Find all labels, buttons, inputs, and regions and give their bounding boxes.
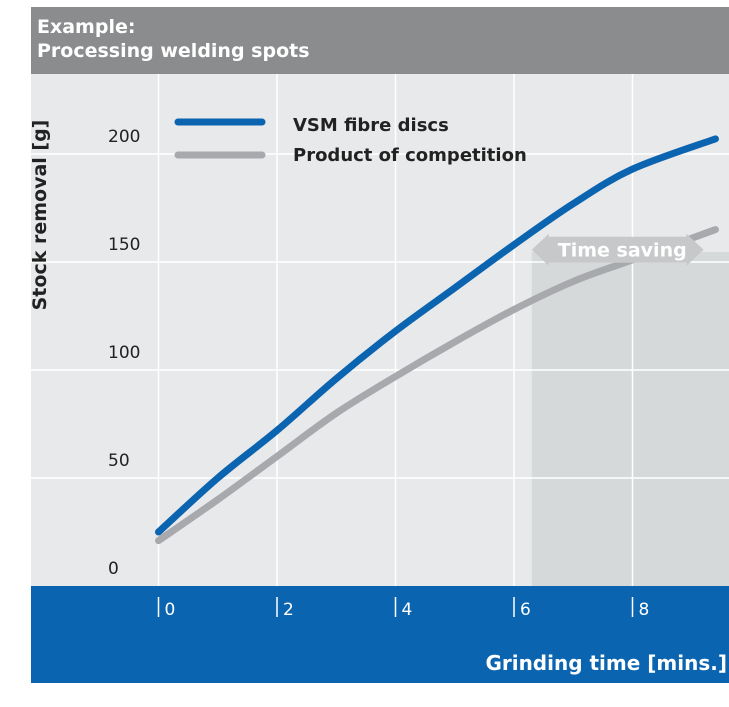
chart-plot: 0 50 100 150 200 Time saving VSM fibre discs Pr…	[31, 74, 729, 586]
x-axis-band: Grinding time [mins.] 0 2 4 6 8	[31, 586, 729, 683]
chart-frame: Example: Processing welding spots 0 50 100…	[31, 7, 729, 683]
y-tick-label-0: 0	[108, 559, 119, 579]
chart-header: Example: Processing welding spots	[31, 7, 729, 74]
series-line-product-of-competition	[155, 226, 719, 545]
time-saving-label: Time saving	[558, 240, 687, 262]
header-line-2: Processing welding spots	[37, 40, 310, 62]
y-axis-label: Stock removal [g]	[31, 119, 51, 311]
header-line-1: Example:	[37, 16, 136, 38]
x-tick-label-2: 2	[283, 600, 294, 620]
x-axis-ticks: 0 2 4 6 8	[157, 597, 650, 620]
x-tick-label-8: 8	[639, 600, 650, 620]
x-axis-label: Grinding time [mins.]	[485, 651, 727, 675]
legend-label-competition: Product of competition	[293, 145, 527, 166]
y-tick-label-50: 50	[108, 451, 130, 471]
legend-label-vsm: VSM fibre discs	[293, 115, 449, 136]
time-saving-shaded-region	[531, 252, 729, 586]
x-tick-label-6: 6	[520, 600, 531, 620]
y-tick-label-100: 100	[108, 343, 140, 363]
y-tick-label-200: 200	[108, 127, 140, 147]
time-saving-arrow	[531, 233, 704, 266]
x-tick-label-0: 0	[165, 600, 176, 620]
series-line-vsm-fibre-discs	[155, 135, 719, 536]
x-tick-label-4: 4	[402, 600, 413, 620]
y-tick-label-150: 150	[108, 235, 140, 255]
